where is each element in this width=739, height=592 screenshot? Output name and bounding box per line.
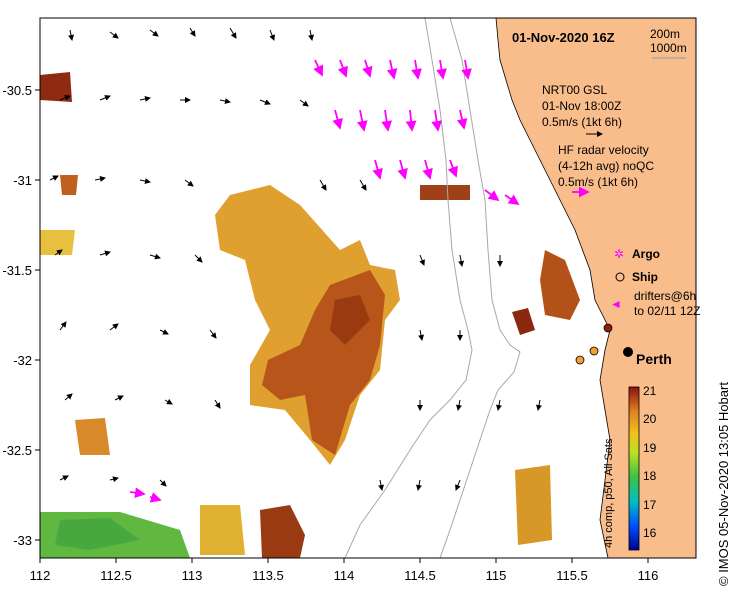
- radar-scale: 0.5m/s (1kt 6h): [558, 175, 638, 189]
- land: [495, 18, 696, 558]
- credit-text: © IMOS 05-Nov-2020 13:05 Hobart: [716, 382, 731, 586]
- model-time: 01-Nov 18:00Z: [542, 99, 621, 113]
- isobath-legend-200: 200m: [650, 27, 680, 41]
- drifter-legend-label-2: to 02/11 12Z: [634, 304, 701, 318]
- argo-legend-icon: ✲: [614, 247, 624, 261]
- colorbar-tick: 16: [643, 526, 657, 540]
- plot-frame: [39, 17, 697, 559]
- legend: ✲ Argo Ship ◄ drifters@6h to 02/11 12Z: [610, 247, 701, 318]
- city-label: Perth: [636, 351, 672, 367]
- colorbar-tick: 21: [643, 384, 657, 398]
- lat-tick-label: -31.5: [2, 263, 32, 278]
- radar-title: HF radar velocity: [558, 143, 649, 157]
- perth-marker: [623, 347, 633, 357]
- velocity-field: [49, 27, 542, 491]
- drifter-legend-label-1: drifters@6h: [634, 289, 696, 303]
- colorbar-tick: 18: [643, 469, 657, 483]
- colorbar-ticks: 21 20 19 18 17 16: [643, 384, 657, 540]
- ship-marker: [603, 323, 613, 333]
- lon-tick-label: 113.5: [252, 568, 284, 583]
- colorbar-tick: 17: [643, 498, 657, 512]
- ship-legend-icon: [615, 272, 625, 282]
- sst-patches: [40, 72, 580, 558]
- lat-tick-label: -33: [13, 533, 32, 548]
- colorbar-label: 4h comp, p50, All Sats: [603, 438, 615, 548]
- argo-legend-label: Argo: [632, 247, 660, 261]
- colorbar: [628, 386, 640, 551]
- map-title: 01-Nov-2020 16Z: [512, 30, 615, 45]
- lon-tick-label: 113: [182, 568, 203, 583]
- lon-tick-label: 115: [486, 568, 507, 583]
- lat-axis: -30.5 -31 -31.5 -32 -32.5 -33: [2, 83, 40, 548]
- colorbar-tick: 19: [643, 441, 657, 455]
- lon-tick-label: 112.5: [100, 568, 132, 583]
- lon-tick-label: 115.5: [556, 568, 588, 583]
- lon-tick-label: 116: [638, 568, 659, 583]
- radar-arrows: [129, 59, 520, 503]
- isobath-lines: [344, 18, 521, 558]
- argo-marker: [575, 355, 585, 365]
- model-scale: 0.5m/s (1kt 6h): [542, 115, 622, 129]
- lon-tick-label: 112: [30, 568, 51, 583]
- lat-tick-label: -32.5: [2, 443, 32, 458]
- lon-tick-label: 114.5: [404, 568, 436, 583]
- lon-tick-label: 114: [334, 568, 355, 583]
- radar-subtitle: (4-12h avg) noQC: [558, 159, 654, 173]
- lat-tick-label: -31: [13, 173, 32, 188]
- argo-marker: [589, 346, 599, 356]
- lon-axis: 112 112.5 113 113.5 114 114.5 115 115.5 …: [30, 558, 659, 583]
- drifter-legend-icon: ◄: [610, 297, 622, 311]
- model-name: NRT00 GSL: [542, 83, 607, 97]
- colorbar-tick: 20: [643, 412, 657, 426]
- lat-tick-label: -30.5: [2, 83, 32, 98]
- isobath-legend-1000: 1000m: [650, 41, 687, 55]
- lat-tick-label: -32: [13, 353, 32, 368]
- ship-legend-label: Ship: [632, 270, 658, 284]
